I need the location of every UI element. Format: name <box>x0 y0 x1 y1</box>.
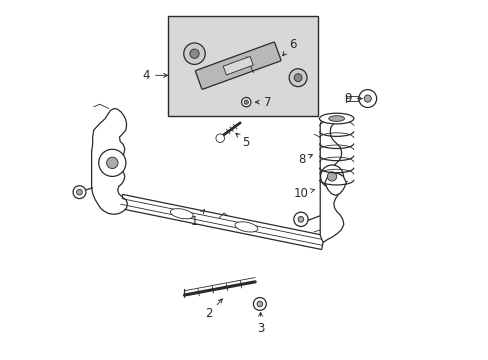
Ellipse shape <box>328 116 344 121</box>
Text: 1: 1 <box>190 210 204 228</box>
Circle shape <box>364 95 370 102</box>
Polygon shape <box>324 173 346 195</box>
Circle shape <box>326 172 336 181</box>
Ellipse shape <box>294 74 302 82</box>
Ellipse shape <box>241 98 250 107</box>
Text: 4: 4 <box>142 69 167 82</box>
Text: 2: 2 <box>204 299 222 320</box>
Polygon shape <box>120 194 324 249</box>
Circle shape <box>320 165 343 188</box>
Polygon shape <box>320 116 343 243</box>
Ellipse shape <box>288 69 306 87</box>
Bar <box>223 57 253 75</box>
Ellipse shape <box>73 186 86 199</box>
Ellipse shape <box>183 43 205 64</box>
Ellipse shape <box>319 113 353 124</box>
Circle shape <box>257 301 262 307</box>
Ellipse shape <box>77 189 82 195</box>
Text: 8: 8 <box>297 153 312 166</box>
Text: 9: 9 <box>344 92 362 105</box>
Text: 7: 7 <box>255 96 271 109</box>
Circle shape <box>358 90 376 108</box>
Circle shape <box>99 149 125 176</box>
Ellipse shape <box>293 212 307 226</box>
Text: 3: 3 <box>256 312 264 335</box>
Bar <box>167 16 317 116</box>
Ellipse shape <box>298 216 303 222</box>
Ellipse shape <box>170 209 193 219</box>
FancyBboxPatch shape <box>195 42 281 89</box>
Polygon shape <box>91 109 127 214</box>
Text: 10: 10 <box>293 187 314 200</box>
Circle shape <box>253 297 266 310</box>
Ellipse shape <box>235 222 257 232</box>
Text: 6: 6 <box>282 38 296 56</box>
Text: 5: 5 <box>235 133 249 149</box>
Ellipse shape <box>189 49 199 58</box>
Ellipse shape <box>216 134 224 143</box>
Circle shape <box>106 157 118 168</box>
Ellipse shape <box>244 100 248 104</box>
